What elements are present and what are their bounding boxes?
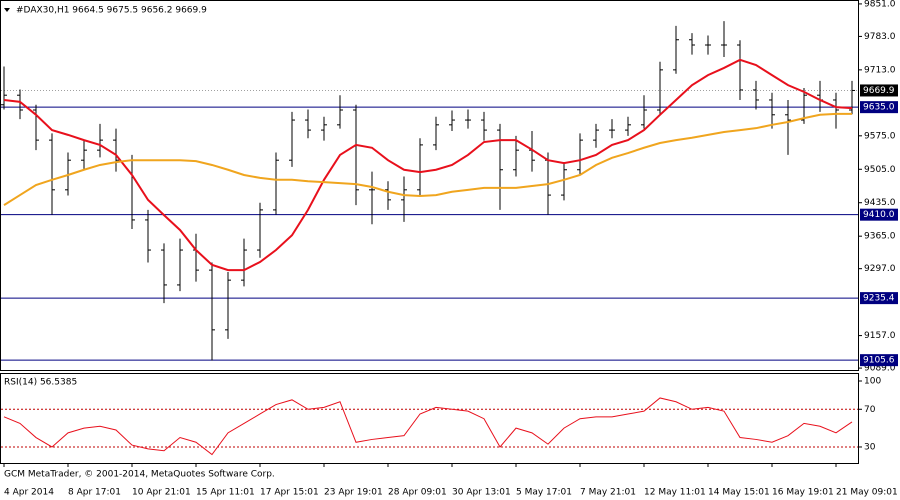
y-tick-label: 9783.0 <box>864 32 896 42</box>
y-tick-label: 9089.0 <box>864 364 896 374</box>
x-tick-label: 12 May 11:01 <box>644 488 706 498</box>
x-tick-label: 21 May 09:01 <box>836 488 898 498</box>
rsi-title: RSI(14) 56.5385 <box>4 378 77 388</box>
rsi-panel <box>0 373 859 464</box>
chart-title: #DAX30,H1 9664.5 9675.5 9656.2 9669.9 <box>16 6 207 16</box>
x-tick-label: 30 Apr 13:01 <box>452 488 511 498</box>
last-price-box <box>860 84 898 97</box>
menu-arrow <box>4 8 10 12</box>
main-panel <box>0 0 859 371</box>
last-price-label: 9669.9 <box>863 86 895 96</box>
level-label: 9635.0 <box>863 103 895 113</box>
x-tick-label: 14 May 15:01 <box>708 488 770 498</box>
y-tick-label: 9435.0 <box>864 198 896 208</box>
x-tick-label: 7 May 21:01 <box>580 488 636 498</box>
x-tick-label: 23 Apr 19:01 <box>324 488 383 498</box>
x-tick-label: 5 May 17:01 <box>516 488 572 498</box>
rsi-tick-label: 100 <box>864 377 881 387</box>
x-tick-label: 28 Apr 09:01 <box>388 488 447 498</box>
y-tick-label: 9157.0 <box>864 331 896 341</box>
level-label-box <box>860 208 898 221</box>
level-label: 9105.6 <box>863 356 895 366</box>
y-tick-label: 9851.0 <box>864 0 896 9</box>
level-label: 9410.0 <box>863 210 895 220</box>
rsi-tick-label: 30 <box>864 442 876 452</box>
x-tick-label: 16 May 19:01 <box>772 488 834 498</box>
rsi-line <box>3 397 853 456</box>
x-tick-label: 10 Apr 21:01 <box>132 488 191 498</box>
y-tick-label: 9713.0 <box>864 65 896 75</box>
moving-average <box>3 112 852 206</box>
level-label-box <box>860 292 898 305</box>
rsi-tick-label: 70 <box>864 405 876 415</box>
x-tick-label: 17 Apr 15:01 <box>260 488 319 498</box>
x-tick-label: 4 Apr 2014 <box>4 488 54 498</box>
level-label: 9235.4 <box>863 294 895 304</box>
moving-average <box>3 58 853 272</box>
level-label-box <box>860 354 898 367</box>
y-tick-label: 9505.0 <box>864 165 896 175</box>
level-label-box <box>860 101 898 114</box>
x-tick-label: 8 Apr 17:01 <box>68 488 121 498</box>
footer: GCM MetaTrader, © 2001-2014, MetaQuotes … <box>4 470 275 480</box>
y-tick-label: 9365.0 <box>864 232 896 242</box>
y-tick-label: 9575.0 <box>864 131 896 141</box>
y-tick-label: 9297.0 <box>864 264 896 274</box>
x-tick-label: 15 Apr 11:01 <box>196 488 255 498</box>
